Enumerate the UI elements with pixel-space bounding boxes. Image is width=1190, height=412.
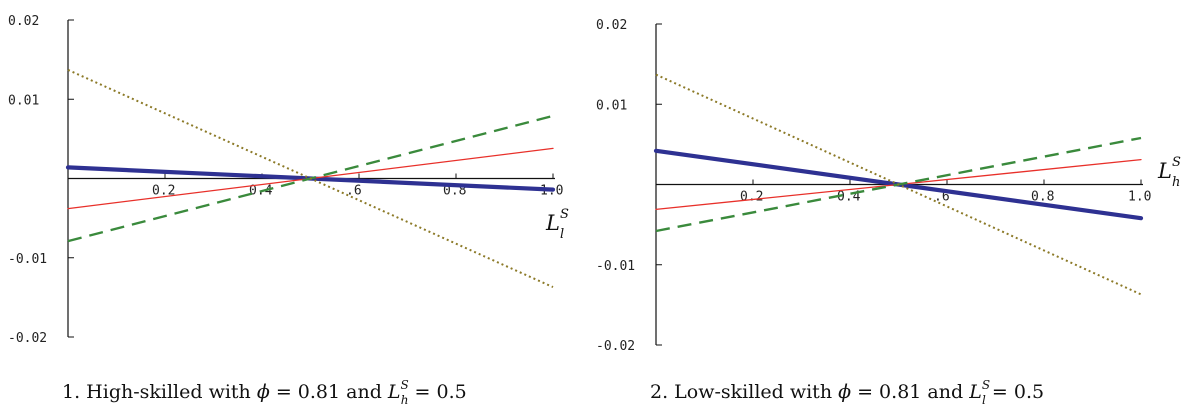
panel-2-caption-L-sup: S [982,378,990,392]
panel-1-caption-L: L [387,381,401,403]
panel-1-caption-L-value: = 0.5 [409,381,467,403]
panel-2-x-tick-label: 0.2 [740,190,763,205]
panel-2-xlabel: L [1157,159,1172,183]
panel-1-caption-phi-value: = 0.81 and [270,381,388,403]
svg-text:2. Low-skilled with ϕ = 0.81: 2. Low-skilled with ϕ = 0.81 and LS l = 0… [650,378,1044,407]
panel-2-plot: 0.020.01-0.01-0.020.2 0.4.6 0.8 1.0 [596,18,1151,354]
panel-1-xlabel-sub: l [560,227,564,242]
panel-1-caption-L-sup: S [401,378,409,392]
panel-1-caption: 1. High-skilled with ϕ = 0.81 and LS h = … [62,378,467,407]
panel-2-caption-prefix: 2. Low-skilled with [650,381,838,403]
panel-2-y-tick-label: -0.01 [596,259,635,274]
panel-1-xlabel: L [545,211,560,235]
panel-2-y-tick-label: 0.02 [596,18,627,33]
panel-1-x-tick-label: 0.2 [152,184,175,199]
panel-2-xlabel-main: L [1157,159,1172,183]
panel-2-xlabel-sup: S [1172,155,1181,170]
panel-2-series-dotted [655,73,1142,296]
panel-2-caption-L-value: = 0.5 [986,381,1044,403]
panel-2-caption-L: L [968,381,982,403]
panel-1-series-dotted [67,68,554,289]
panel-1-y-tick-label: -0.02 [8,331,47,346]
panel-1-y-tick-label: 0.02 [8,14,39,29]
panel-1-y-tick-label: -0.01 [8,252,47,267]
panel-2-caption: 2. Low-skilled with ϕ = 0.81 and LS l = 0… [650,378,1044,407]
panel-2-caption-phi-value: = 0.81 and [851,381,969,403]
panel-1: 0.020.01-0.01-0.020.2 0.4.6 0.8 1.0 L l S 1… [8,14,569,407]
panel-1-y-tick-label: 0.01 [8,93,39,108]
panel-2: 0.020.01-0.01-0.020.2 0.4.6 0.8 1.0 L h S 2… [596,18,1181,407]
svg-text:1. High-skilled with ϕ = 0.81: 1. High-skilled with ϕ = 0.81 and LS h = … [62,378,467,407]
panel-2-x-tick-label: 1.0 [1128,190,1151,205]
panel-2-caption-L-sub: l [982,393,986,407]
panel-2-x-tick-label: 0.8 [1031,190,1054,205]
panel-1-caption-prefix: 1. High-skilled with [62,381,257,403]
panel-1-caption-L-sub: h [401,393,409,407]
panel-2-y-tick-label: -0.02 [596,339,635,354]
panel-1-caption-phi: ϕ [257,381,270,403]
panel-1-plot: 0.020.01-0.01-0.020.2 0.4.6 0.8 1.0 [8,14,563,346]
panel-2-y-tick-label: 0.01 [596,98,627,113]
panel-2-xlabel-sub: h [1172,175,1180,190]
panel-1-xlabel-sup: S [560,207,569,222]
panel-2-x-tick-label: .6 [934,190,950,205]
panel-1-x-tick-label: .6 [346,184,362,199]
panel-2-caption-phi: ϕ [838,381,851,403]
panel-1-xlabel-main: L [545,211,560,235]
